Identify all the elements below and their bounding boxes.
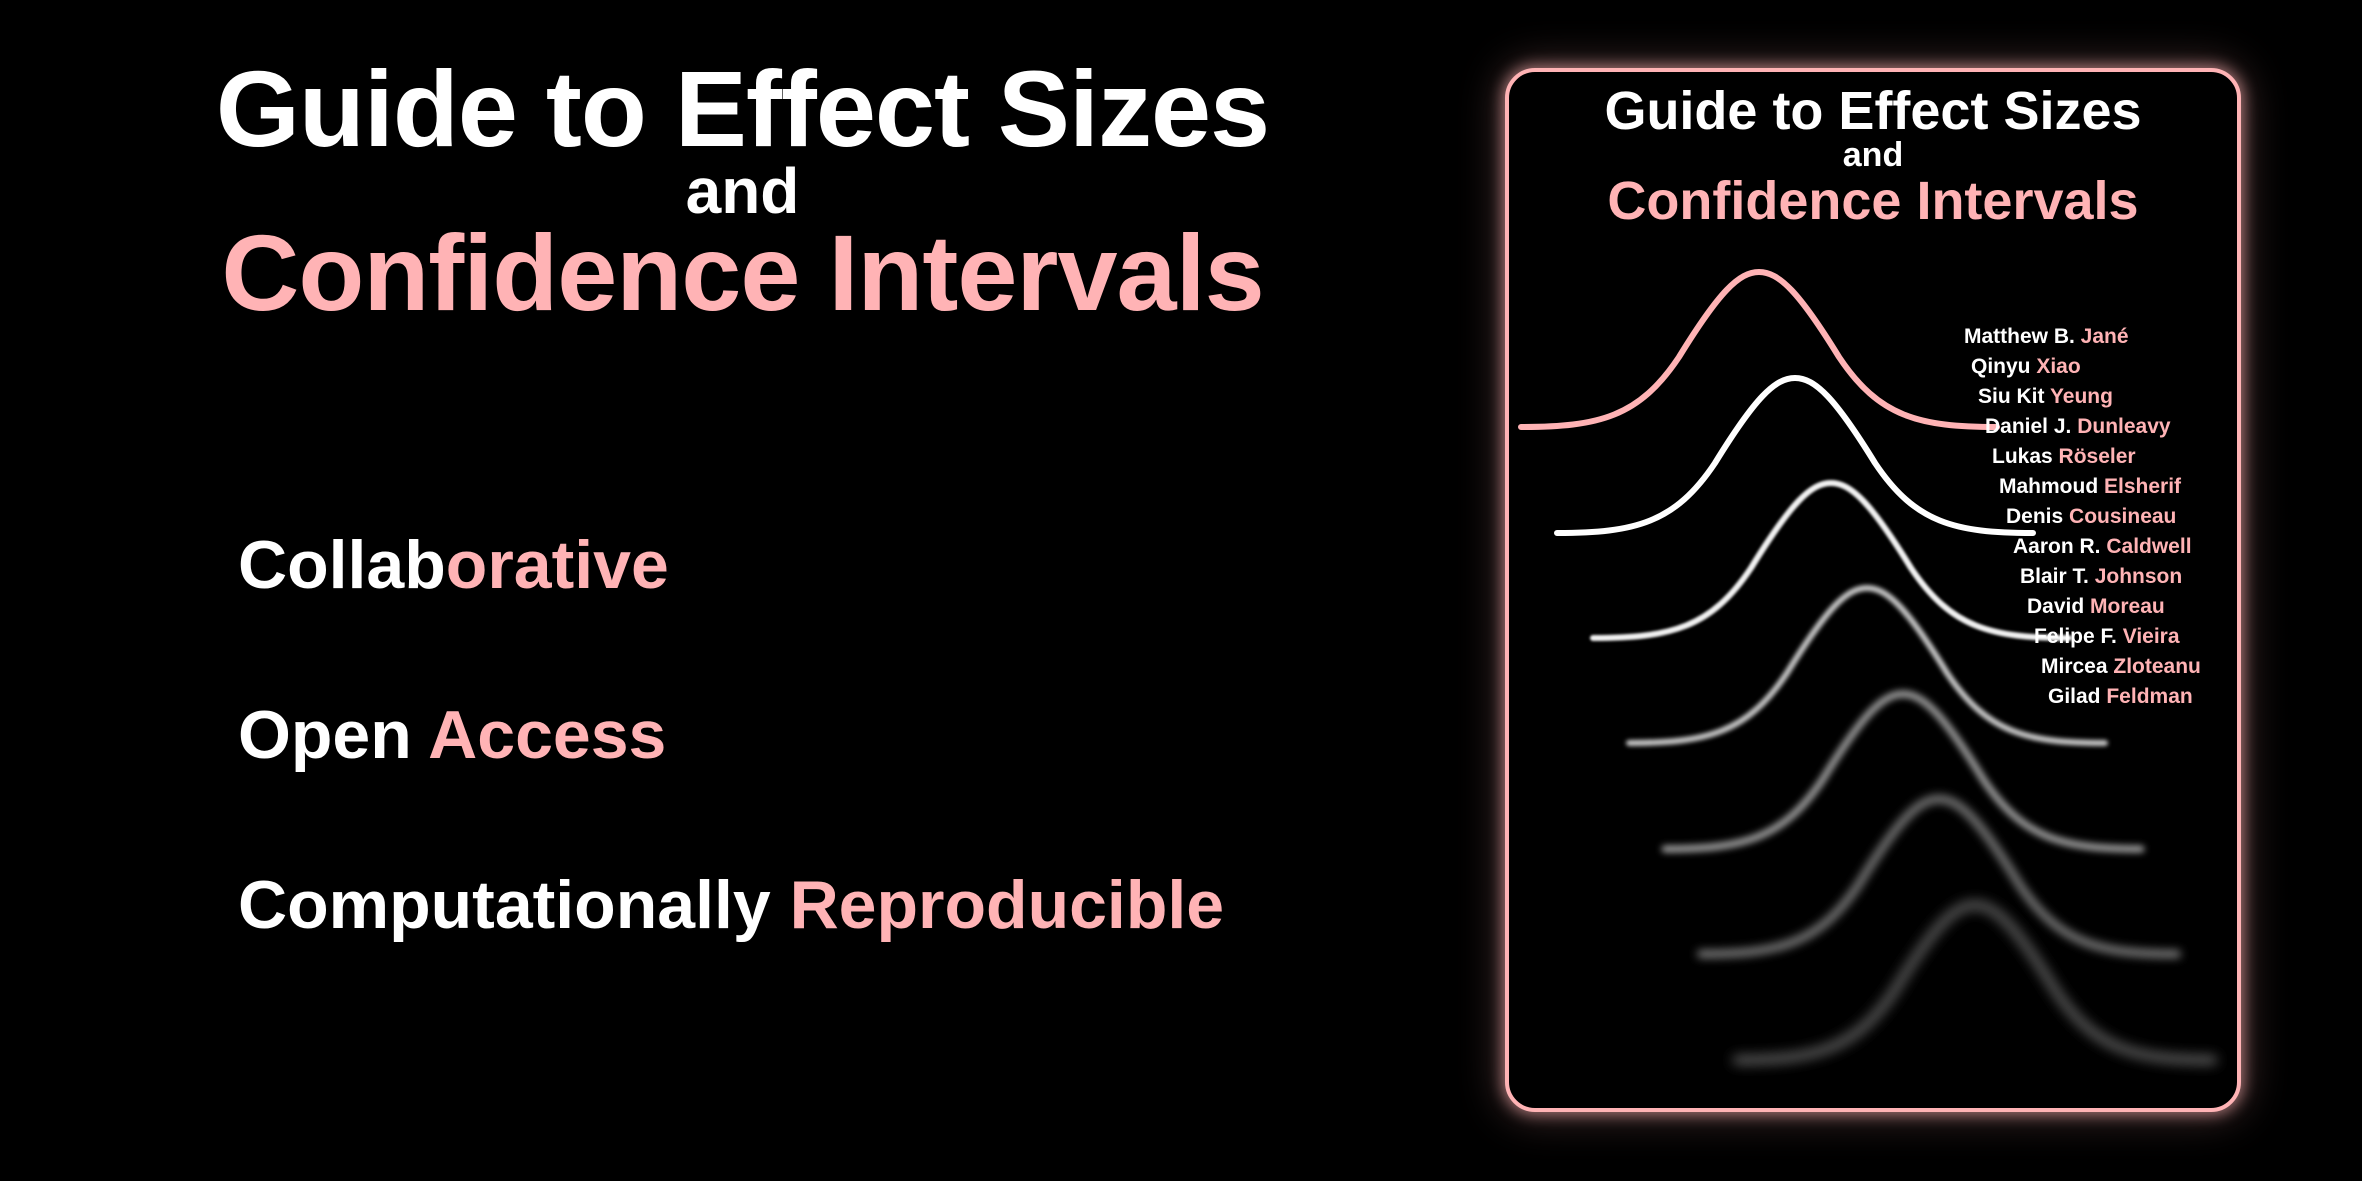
title-line-effect-sizes: Guide to Effect Sizes [215,48,1270,169]
curve-1 [1518,268,2000,430]
cover-title-effect-sizes: Guide to Effect Sizes [1604,81,2142,141]
feature-open-access-white: Open [238,697,429,773]
book-cover: Guide to Effect Sizes and Confidence Int… [1505,68,2241,1112]
author-name: Blair T. Johnson [2020,565,2183,588]
author-name: David Moreau [2027,595,2165,618]
feature-open-access-pink: Access [428,697,667,773]
cover-title-confidence-intervals: Confidence Intervals [1607,171,2139,231]
author-name: Denis Cousineau [2006,505,2177,528]
title-line-and: and [685,155,800,227]
feature-collaborative: Collaborative [238,520,1224,690]
curve-2 [1554,374,2036,536]
page-title: Guide to Effect Sizes and Confidence Int… [150,55,1335,327]
title-line-confidence-intervals: Confidence Intervals [221,212,1264,333]
cover-title-and: and [1842,136,1904,174]
author-name: Aaron R. Caldwell [2013,535,2192,558]
author-list: Matthew B. Jané Qinyu Xiao Siu Kit Yeung… [1509,325,2237,746]
feature-reproducible: Computationally Reproducible [238,860,1224,1030]
feature-reproducible-white: Computationally [238,867,790,943]
curve-5 [1661,690,2145,853]
author-name: Siu Kit Yeung [1978,385,2113,408]
author-name: Felipe F. Vieira [2034,625,2180,648]
author-name: Mircea Zloteanu [2041,655,2201,678]
feature-collaborative-pink: orative [445,527,669,603]
distribution-curves-illustration [1518,268,2218,1065]
curve-4 [1626,584,2108,746]
author-name: Qinyu Xiao [1971,355,2081,378]
author-name: Gilad Feldman [2048,685,2193,708]
author-name: Mahmoud Elsherif [1999,475,2182,498]
cover-title: Guide to Effect Sizes and Confidence Int… [1509,84,2237,228]
feature-collaborative-white: Collab [238,527,446,603]
feature-open-access: Open Access [238,690,1224,860]
author-name: Daniel J. Dunleavy [1985,415,2171,438]
feature-list: Collaborative Open Access Computationall… [238,520,1224,1030]
feature-reproducible-pink: Reproducible [789,867,1225,943]
author-name: Lukas Röseler [1992,445,2136,468]
curve-3 [1590,479,2072,641]
curve-6 [1697,794,2181,958]
curve-7 [1732,900,2218,1065]
author-name: Matthew B. Jané [1964,325,2129,348]
